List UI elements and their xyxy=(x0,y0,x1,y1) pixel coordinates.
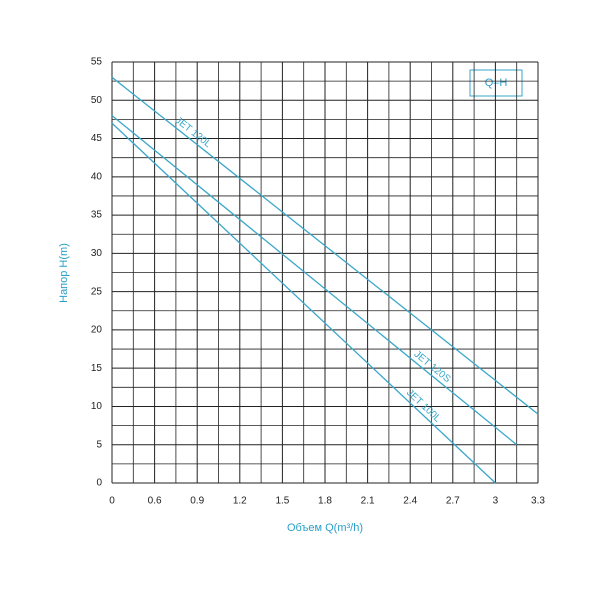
x-tick-label: 2.1 xyxy=(361,496,375,507)
x-tick-label: 0.6 xyxy=(148,496,162,507)
x-tick-label: 0.9 xyxy=(190,496,204,507)
curve xyxy=(111,122,496,484)
series-label: JET 120L xyxy=(173,115,214,150)
y-tick-label: 40 xyxy=(91,171,103,182)
x-tick-label: 1.8 xyxy=(318,496,332,507)
x-tick-label: 3 xyxy=(493,496,499,507)
y-tick-label: 55 xyxy=(91,57,103,68)
legend-label: Q–H xyxy=(485,77,508,89)
x-tick-label: 3.3 xyxy=(531,496,545,507)
y-tick-label: 0 xyxy=(96,478,102,489)
y-tick-label: 25 xyxy=(91,286,103,297)
curve xyxy=(111,115,518,446)
x-axis-label: Объем Q(m³/h) xyxy=(287,522,363,534)
x-tick-label: 2.7 xyxy=(446,496,460,507)
x-tick-label: 1.2 xyxy=(233,496,247,507)
x-tick-label: 0 xyxy=(109,496,115,507)
y-tick-label: 30 xyxy=(91,248,103,259)
x-tick-label: 1.5 xyxy=(275,496,289,507)
legend-box xyxy=(469,69,523,97)
y-tick-label: 35 xyxy=(91,210,103,221)
y-tick-label: 45 xyxy=(91,133,103,144)
series-label: JET 120S xyxy=(412,349,453,385)
y-tick-label: 10 xyxy=(91,401,103,412)
curve xyxy=(111,76,539,415)
x-tick-label: 2.4 xyxy=(403,496,417,507)
y-axis-label: Напор H(m) xyxy=(58,243,70,303)
y-tick-label: 20 xyxy=(91,325,103,336)
y-tick-label: 15 xyxy=(91,363,103,374)
y-tick-label: 5 xyxy=(96,439,102,450)
y-tick-label: 50 xyxy=(91,95,103,106)
